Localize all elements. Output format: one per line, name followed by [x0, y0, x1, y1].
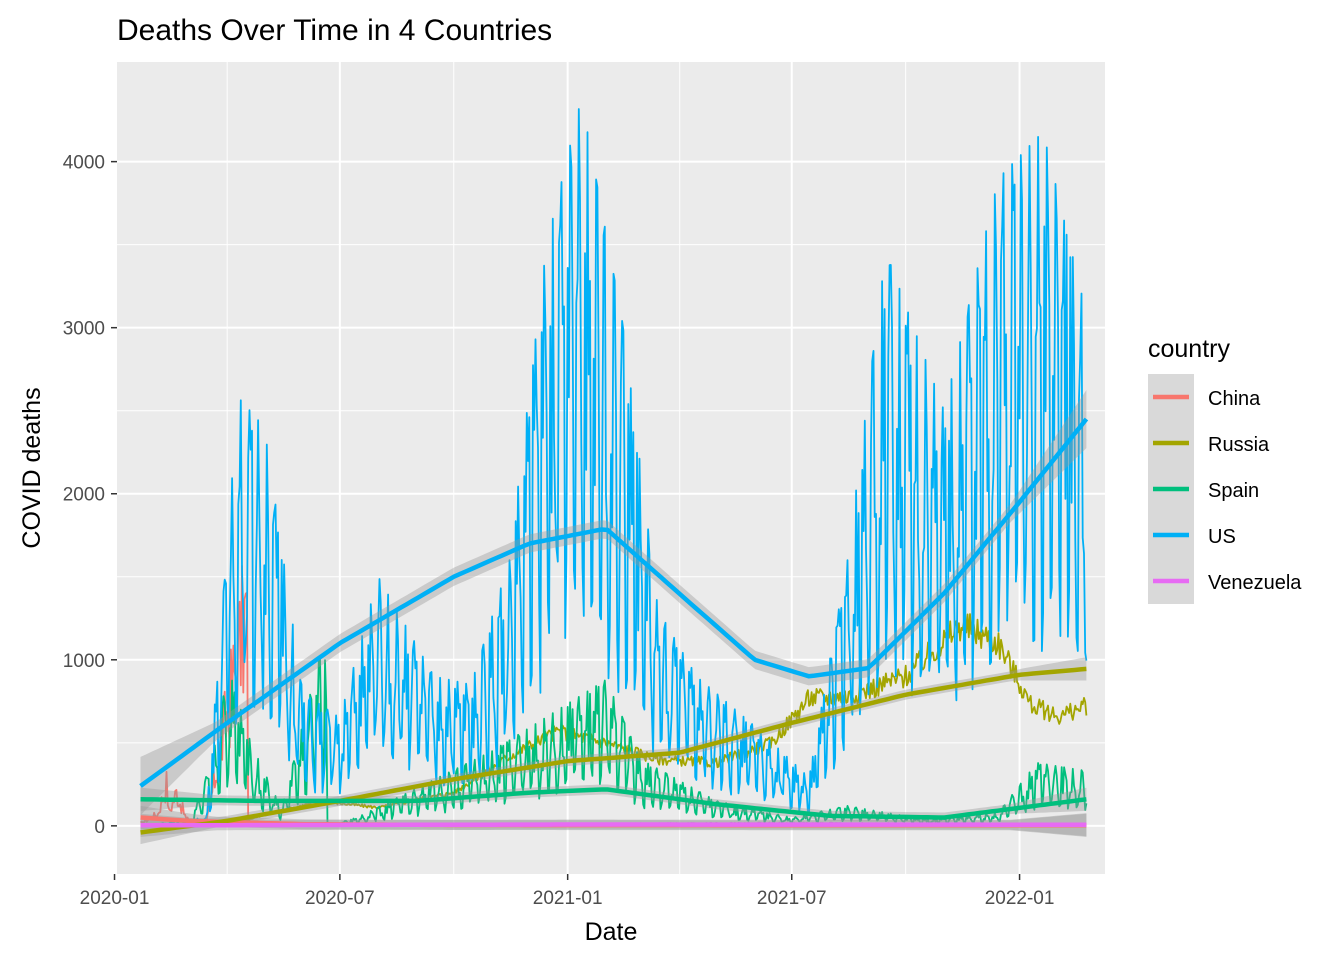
y-axis-ticks: 0 1000 2000 3000 4000 [63, 153, 117, 838]
raw-line-us [140, 108, 1088, 827]
y-axis-title: COVID deaths [18, 387, 46, 548]
y-tick-label: 1000 [63, 651, 105, 672]
chart-title: Deaths Over Time in 4 Countries [117, 14, 552, 47]
y-tick-label: 0 [94, 817, 105, 838]
smooth-line-russia [140, 666, 1087, 835]
legend: country China Russia Spain US Venezuela [1148, 335, 1302, 604]
x-tick-label: 2020-01 [80, 888, 150, 909]
x-axis-title: Date [585, 918, 638, 946]
y-tick-label: 2000 [63, 485, 105, 506]
x-tick-label: 2021-07 [757, 888, 827, 909]
x-tick-label: 2022-01 [985, 888, 1055, 909]
y-tick-label: 3000 [63, 319, 105, 340]
y-tick-label: 4000 [63, 153, 105, 174]
legend-entries: China Russia Spain US Venezuela [1153, 388, 1302, 594]
legend-label-spain: Spain [1208, 480, 1259, 502]
legend-title: country [1148, 335, 1230, 363]
legend-label-us: US [1208, 526, 1236, 548]
legend-label-venezuela: Venezuela [1208, 572, 1302, 594]
smooth-line-venezuela [140, 822, 1087, 828]
smooth-band-china [140, 805, 1087, 837]
smooth-lines [139, 417, 1089, 835]
smooth-band-russia [140, 657, 1087, 845]
x-axis-ticks: 2020-01 2020-07 2021-01 2021-07 2022-01 [80, 874, 1055, 909]
x-tick-label: 2021-01 [533, 888, 603, 909]
smooth-line-us [139, 417, 1089, 788]
x-tick-label: 2020-07 [305, 888, 375, 909]
legend-label-china: China [1208, 388, 1261, 410]
smooth-band-spain [140, 784, 1087, 823]
legend-label-russia: Russia [1208, 434, 1270, 456]
smooth-line-spain [140, 787, 1087, 820]
